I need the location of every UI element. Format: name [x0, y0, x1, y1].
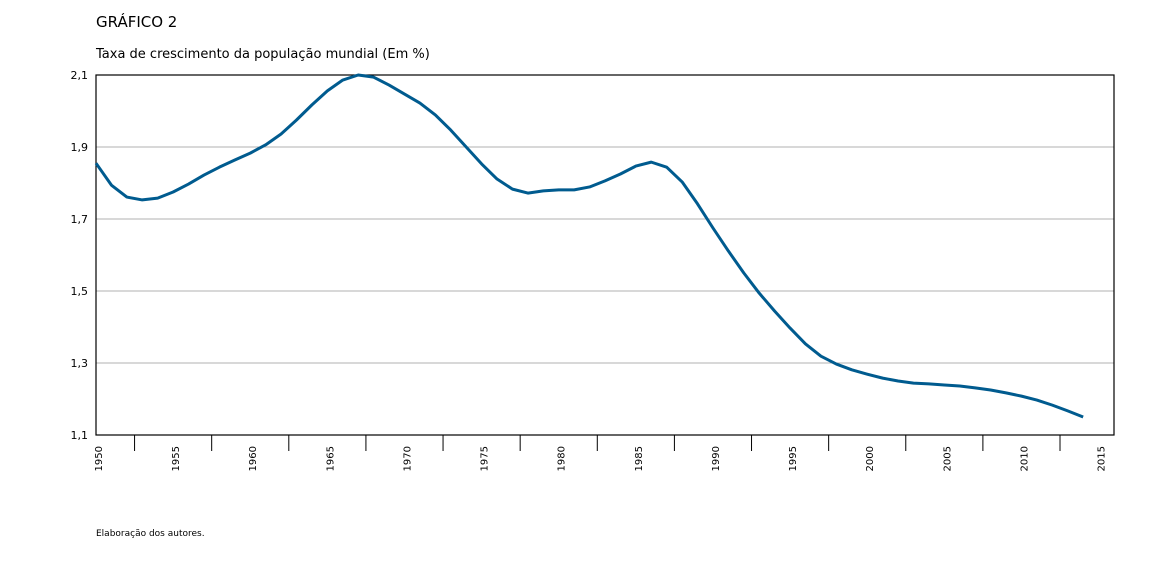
x-tick-label: 1970	[402, 446, 413, 471]
x-tick-label: 1960	[248, 446, 259, 471]
x-tick-label: 2010	[1019, 446, 1030, 471]
x-tick-label: 1950	[94, 446, 105, 471]
x-tick-label: 1965	[325, 446, 336, 471]
plot-frame	[95, 74, 1115, 436]
x-tick-label: 1980	[557, 446, 568, 471]
y-tick-label: 1,3	[71, 357, 89, 370]
x-tick-label: 1975	[480, 446, 491, 471]
line-series	[94, 73, 1084, 419]
x-tick-label: 2015	[1097, 446, 1108, 471]
x-tick-label: 1985	[634, 446, 645, 471]
x-tick-label: 2000	[865, 446, 876, 471]
y-tick-label: 1,1	[71, 429, 89, 442]
y-tick-label: 2,1	[71, 69, 89, 82]
x-tick-label: 1955	[171, 446, 182, 471]
chart-subtitle: Taxa de crescimento da população mundial…	[95, 47, 430, 62]
chart-title: GRÁFICO 2	[96, 12, 177, 31]
y-tick-label: 1,5	[71, 285, 89, 298]
x-tick-label: 1995	[788, 446, 799, 471]
y-tick-label: 1,7	[71, 213, 89, 226]
source-note: Elaboração dos autores.	[96, 529, 205, 539]
x-tick-label: 1990	[711, 446, 722, 471]
y-tick-label: 1,9	[71, 141, 89, 154]
x-tick-label: 2005	[942, 446, 953, 471]
